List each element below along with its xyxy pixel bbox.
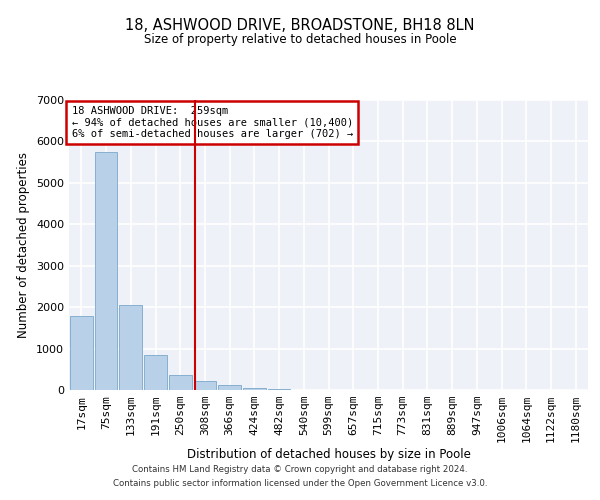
X-axis label: Distribution of detached houses by size in Poole: Distribution of detached houses by size … — [187, 448, 470, 460]
Text: 18, ASHWOOD DRIVE, BROADSTONE, BH18 8LN: 18, ASHWOOD DRIVE, BROADSTONE, BH18 8LN — [125, 18, 475, 32]
Bar — [169, 374, 191, 390]
Bar — [95, 152, 118, 390]
Text: Contains HM Land Registry data © Crown copyright and database right 2024.: Contains HM Land Registry data © Crown c… — [132, 465, 468, 474]
Bar — [218, 386, 241, 390]
Bar — [194, 381, 216, 390]
Bar — [268, 389, 290, 390]
Bar — [243, 388, 266, 390]
Text: Contains public sector information licensed under the Open Government Licence v3: Contains public sector information licen… — [113, 478, 487, 488]
Bar — [144, 355, 167, 390]
Bar — [70, 316, 93, 390]
Bar — [119, 305, 142, 390]
Text: Size of property relative to detached houses in Poole: Size of property relative to detached ho… — [143, 32, 457, 46]
Text: 18 ASHWOOD DRIVE:  259sqm
← 94% of detached houses are smaller (10,400)
6% of se: 18 ASHWOOD DRIVE: 259sqm ← 94% of detach… — [71, 106, 353, 139]
Y-axis label: Number of detached properties: Number of detached properties — [17, 152, 31, 338]
